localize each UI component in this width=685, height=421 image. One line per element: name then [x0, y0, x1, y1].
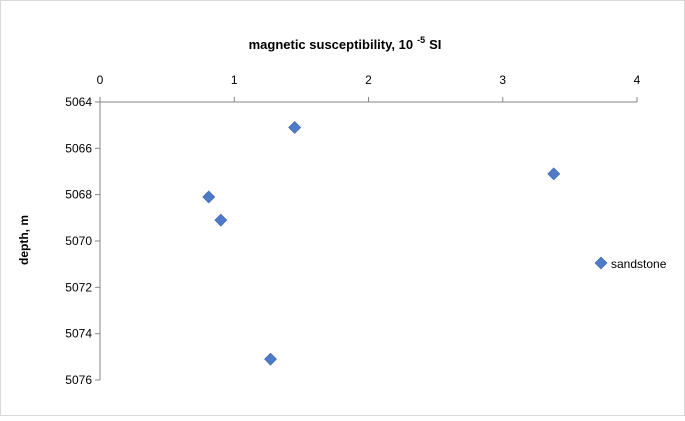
y-tick-label: 5076	[65, 373, 92, 387]
chart-title-suffix: SI	[429, 37, 441, 52]
y-tick-label: 5066	[65, 141, 92, 155]
y-tick-label: 5074	[65, 327, 92, 341]
data-point	[288, 121, 302, 134]
chart-title: magnetic susceptibility, 10 -5 SI	[249, 35, 442, 52]
chart-title-text: magnetic susceptibility, 10	[249, 37, 413, 52]
y-tick-label: 5072	[65, 280, 92, 294]
x-tick-label: 2	[365, 73, 372, 87]
x-tick-label: 4	[634, 73, 641, 87]
y-axis-label: depth, m	[17, 215, 31, 265]
data-points	[202, 121, 561, 366]
y-ticks: 5064 5066 5068 5070 5072 5074 5076	[65, 95, 100, 387]
legend: sandstone	[594, 256, 667, 271]
x-tick-label: 3	[499, 73, 506, 87]
y-tick-label: 5070	[65, 234, 92, 248]
y-tick-label: 5064	[65, 95, 92, 109]
x-tick-label: 1	[231, 73, 238, 87]
data-point	[202, 190, 216, 204]
chart-title-superscript: -5	[417, 35, 425, 45]
legend-label-sandstone: sandstone	[611, 257, 667, 271]
x-ticks: 0 1 2 3 4	[97, 73, 641, 102]
x-tick-label: 0	[97, 73, 104, 87]
data-point	[264, 352, 277, 366]
data-point	[547, 167, 561, 181]
y-tick-label: 5068	[65, 188, 92, 202]
data-point	[214, 213, 228, 227]
legend-marker	[594, 256, 608, 270]
